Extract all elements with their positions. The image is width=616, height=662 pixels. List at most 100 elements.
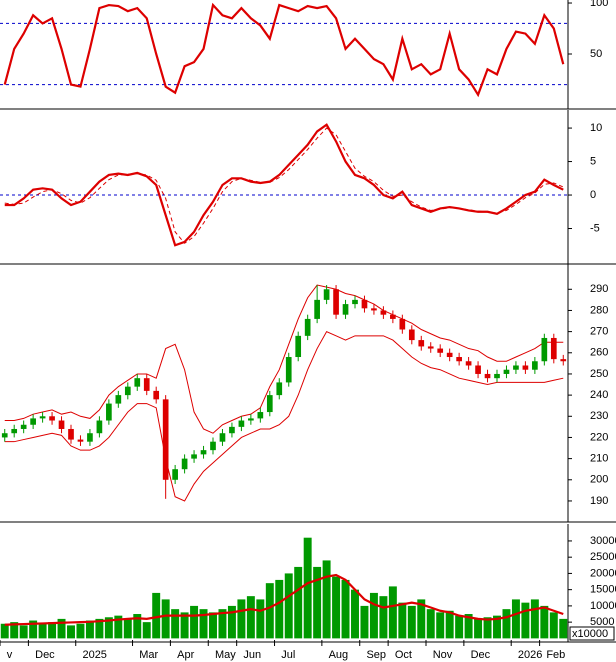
- volume-bar: [10, 622, 19, 639]
- unit-box: [569, 626, 615, 641]
- candle-body: [323, 289, 330, 300]
- y-tick-label: 260: [590, 347, 608, 359]
- candle-body: [342, 304, 349, 315]
- candle-body: [465, 361, 472, 366]
- candle-body: [134, 378, 141, 387]
- volume-bar: [351, 589, 359, 639]
- candle-body: [153, 390, 160, 400]
- volume-bar: [218, 609, 227, 639]
- y-tick-label: 0: [590, 189, 596, 201]
- candle-body: [124, 386, 131, 396]
- x-tick-label: May: [215, 649, 236, 661]
- candle-body: [541, 337, 548, 362]
- volume-bar: [142, 622, 151, 639]
- candle-body: [276, 382, 283, 396]
- volume-bar: [38, 623, 47, 639]
- candle-body: [304, 318, 311, 336]
- candle-body: [39, 416, 46, 419]
- volume-bar: [530, 599, 539, 639]
- y-tick-label: -5: [590, 222, 600, 234]
- y-tick-label: 240: [590, 389, 608, 401]
- x-tick-label: Apr: [177, 649, 194, 661]
- volume-bar: [275, 579, 284, 639]
- candle-body: [503, 369, 510, 374]
- candle-body: [361, 299, 368, 309]
- volume-bar: [559, 618, 568, 639]
- candle-body: [494, 373, 500, 379]
- line: [4, 330, 564, 502]
- volume-bar: [199, 609, 208, 639]
- volume-bar: [483, 617, 492, 639]
- volume-bar: [114, 615, 123, 639]
- volume-bar: [493, 615, 501, 639]
- candle-body: [532, 361, 538, 370]
- candle-body: [427, 346, 434, 349]
- y-tick-label: 10: [590, 122, 602, 134]
- line: [4, 123, 564, 247]
- volume-bar: [190, 605, 199, 639]
- y-tick-label: 230: [590, 410, 608, 422]
- volume-bar: [0, 623, 9, 639]
- volume-bar: [19, 625, 28, 639]
- line: [4, 573, 564, 626]
- volume-bar: [474, 618, 483, 639]
- volume-bar: [502, 609, 511, 639]
- candle-body: [210, 441, 216, 451]
- candle-body: [200, 450, 207, 455]
- volume-bar: [369, 592, 378, 639]
- candle-body: [181, 458, 188, 470]
- volume-bar: [265, 583, 274, 639]
- volume-bar: [436, 612, 445, 639]
- x-tick-label: Dec: [471, 649, 491, 661]
- candle-body: [314, 299, 320, 319]
- candle-body: [371, 308, 377, 311]
- volume-bar: [313, 566, 322, 639]
- y-tick-label: 10000: [590, 600, 616, 612]
- volume-bar: [388, 586, 397, 639]
- volume-bar: [294, 566, 303, 639]
- candle-body: [522, 365, 529, 370]
- volume-bar: [76, 623, 85, 639]
- candle-body: [352, 299, 358, 305]
- candle-body: [87, 433, 93, 442]
- x-tick-label: Nov: [433, 649, 453, 661]
- candle-body: [418, 340, 425, 347]
- candle-body: [229, 426, 235, 434]
- x-tick-label: Aug: [329, 649, 349, 661]
- candle-body: [266, 395, 273, 413]
- volume-bar: [152, 592, 161, 639]
- volume-bar: [521, 602, 530, 639]
- y-tick-label: 290: [590, 283, 608, 295]
- candle-body: [285, 357, 292, 383]
- y-tick-label: 20000: [590, 567, 616, 579]
- x-tick-label: v: [7, 649, 13, 661]
- candle-body: [446, 352, 453, 358]
- y-tick-label: 5: [590, 155, 596, 167]
- x-tick-label: Oct: [395, 649, 412, 661]
- y-tick-label: 220: [590, 431, 608, 443]
- y-tick-label: 30000: [590, 535, 616, 547]
- y-tick-label: 25000: [590, 551, 616, 563]
- y-tick-label: 280: [590, 304, 608, 316]
- x-tick-label: Sep: [366, 649, 386, 661]
- volume-bar: [511, 599, 520, 639]
- volume-bar: [341, 579, 350, 639]
- candle-body: [1, 433, 8, 438]
- line: [4, 127, 564, 244]
- volume-bar: [256, 599, 265, 639]
- volume-bar: [303, 537, 312, 639]
- volume-bar: [161, 599, 170, 639]
- volume-bar: [426, 609, 435, 639]
- volume-bar: [48, 622, 57, 639]
- y-tick-label: 210: [590, 453, 608, 465]
- volume-bar: [549, 612, 558, 639]
- volume-bar: [67, 625, 75, 639]
- unit-label: x10000: [572, 628, 608, 640]
- candle-body: [437, 348, 444, 353]
- y-tick-label: 15000: [590, 584, 616, 596]
- volume-bar: [95, 618, 104, 639]
- y-tick-label: 50: [590, 48, 602, 60]
- candle-body: [30, 418, 36, 425]
- y-tick-label: 250: [590, 368, 608, 380]
- candle-body: [172, 469, 178, 480]
